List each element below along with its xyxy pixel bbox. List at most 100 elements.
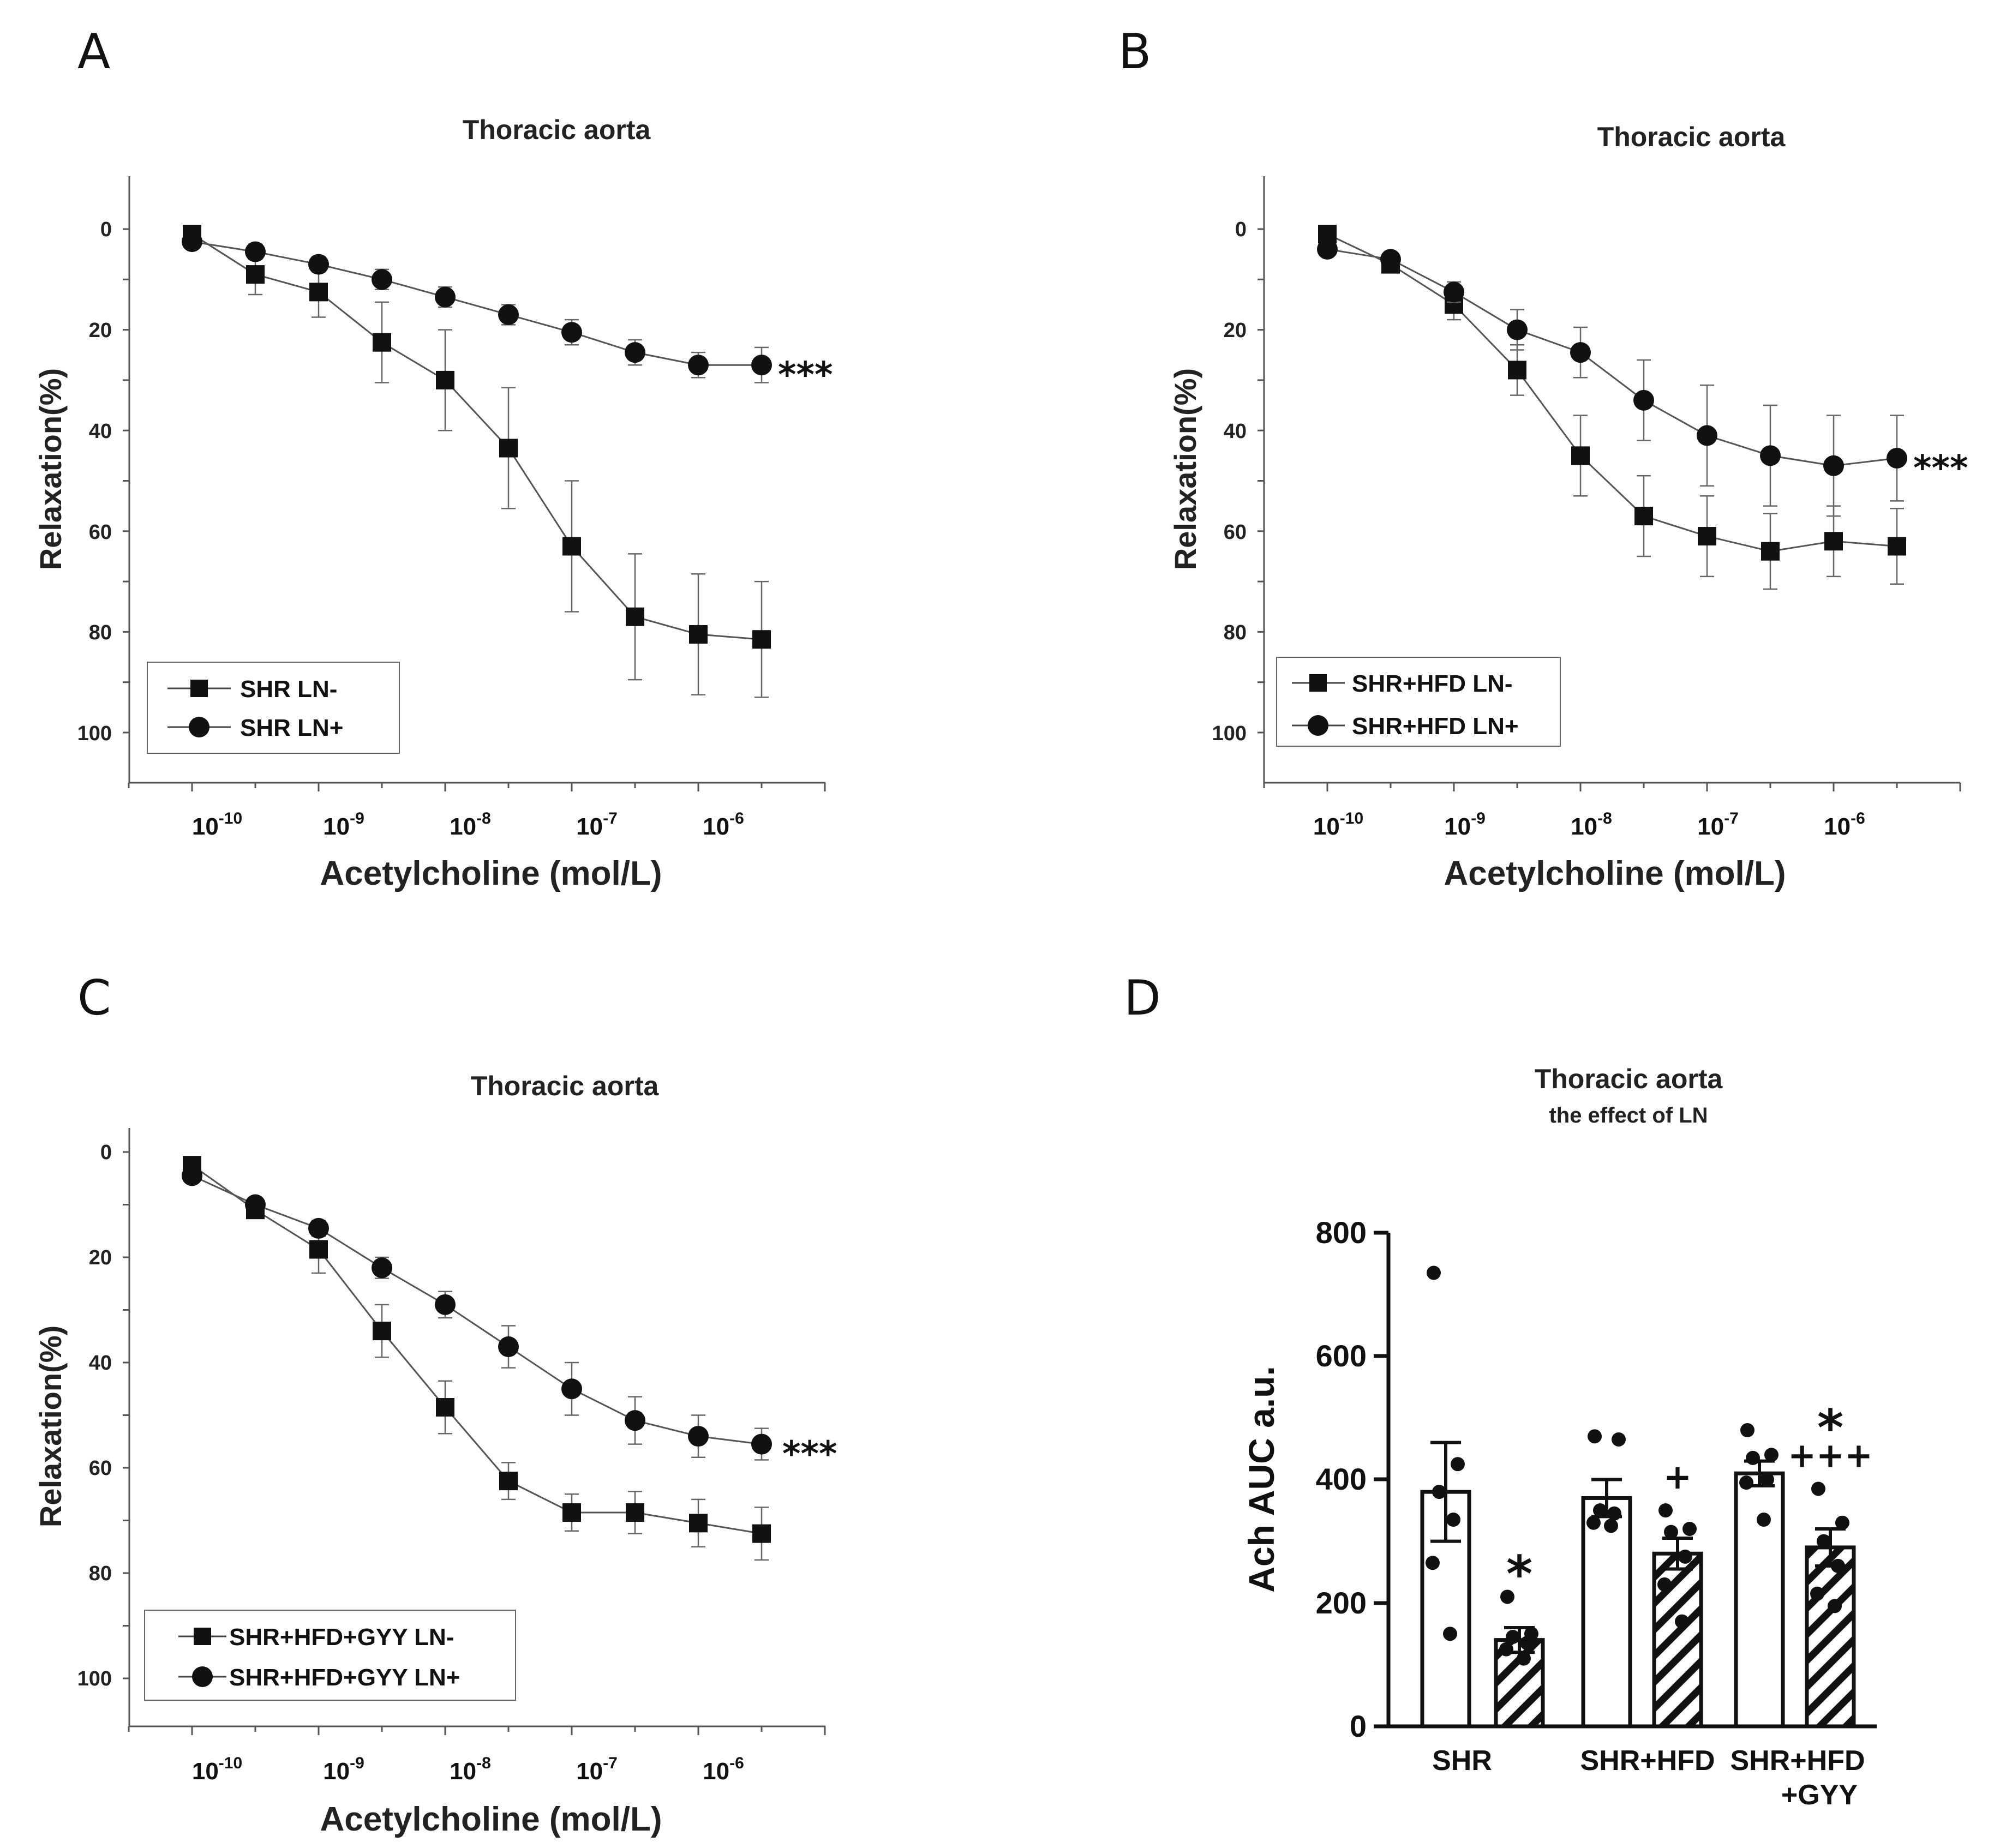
panel-a-legend-marker-square xyxy=(190,680,208,697)
panel-a-data-point-circle xyxy=(245,241,266,262)
panel-d-data-point xyxy=(1451,1457,1465,1472)
panel-c-data-point-square xyxy=(689,1514,708,1533)
panel-d-plot-area: *+*+++ xyxy=(1420,1265,1873,1729)
panel-c-chart: Thoracic aorta 0 20 40 60 80 100 10-10 1… xyxy=(33,1071,837,1838)
panel-a-data-point-square xyxy=(562,537,581,556)
panel-c-xtick: 10-10 xyxy=(192,1754,242,1785)
panel-b-legend: SHR+HFD LN- SHR+HFD LN+ xyxy=(1276,657,1561,747)
panel-a-data-point-square xyxy=(436,370,454,389)
panel-d-data-point xyxy=(1810,1586,1824,1601)
panel-b-data-point-circle xyxy=(1380,249,1401,270)
panel-b-y-ticks: 0 20 40 60 80 100 xyxy=(1212,218,1247,745)
panel-b-legend-marker-circle xyxy=(1308,715,1328,736)
panel-b-data-point-square xyxy=(1634,507,1653,526)
panel-d-chart: Thoracic aorta the effect of LN 0 200 40… xyxy=(1241,1064,1877,1811)
panel-d-subtitle: the effect of LN xyxy=(1549,1103,1708,1127)
panel-b-ytick: 100 xyxy=(1212,722,1247,745)
panel-c-data-point-square xyxy=(752,1524,771,1543)
panel-b-xtick: 10-10 xyxy=(1313,809,1363,840)
panel-a-legend-label: SHR LN- xyxy=(240,676,337,703)
panel-d-data-point xyxy=(1831,1558,1845,1573)
panel-a-ytick: 60 xyxy=(89,521,112,544)
panel-d-data-point xyxy=(1811,1481,1825,1496)
panel-a-ytick: 80 xyxy=(89,621,112,644)
panel-c-data-point-circle xyxy=(688,1426,709,1447)
panel-a-xtick: 10-6 xyxy=(703,809,744,840)
panel-c-data-point-circle xyxy=(245,1194,266,1215)
panel-b-x-axis-label: Acetylcholine (mol/L) xyxy=(1444,855,1786,892)
panel-a-legend: SHR LN- SHR LN+ xyxy=(147,662,400,754)
panel-c-xtick: 10-8 xyxy=(450,1754,491,1785)
panel-d-data-point xyxy=(1678,1549,1692,1564)
panel-d-group-label: SHR xyxy=(1432,1745,1492,1777)
panel-d-data-point xyxy=(1500,1589,1514,1604)
panel-b-data-point-square xyxy=(1571,446,1590,465)
panel-d-data-point xyxy=(1586,1515,1601,1530)
panel-c-data-point-circle xyxy=(561,1378,582,1400)
panel-c-legend-marker-square xyxy=(194,1628,211,1645)
panel-b-data-point-circle xyxy=(1317,238,1338,260)
panel-d-data-point xyxy=(1593,1503,1607,1518)
panel-a-plot-area xyxy=(123,225,826,791)
panel-d-data-point xyxy=(1658,1503,1673,1518)
panel-d-data-point xyxy=(1817,1534,1831,1549)
panel-c-data-point-square xyxy=(436,1398,454,1417)
panel-b-legend-marker-square xyxy=(1309,674,1327,692)
panel-a-data-point-circle xyxy=(372,269,392,290)
panel-c-significance: *** xyxy=(782,1435,837,1475)
panel-a-data-point-circle xyxy=(561,322,582,343)
panel-d-data-point xyxy=(1664,1525,1678,1539)
panel-a-xtick: 10-9 xyxy=(323,809,364,840)
panel-d-data-point xyxy=(1746,1450,1760,1465)
panel-a-data-point-circle xyxy=(751,355,772,376)
panel-a-series-2-line xyxy=(191,241,762,366)
panel-c-data-point-circle xyxy=(435,1294,456,1315)
panel-a-data-point-square xyxy=(752,630,771,649)
panel-a-significance: *** xyxy=(778,355,833,395)
panel-c-plot-area xyxy=(123,1151,826,1735)
panel-c-data-point-square xyxy=(309,1240,328,1259)
panel-d-data-point xyxy=(1427,1265,1441,1280)
panel-b-significance: *** xyxy=(1913,448,1968,489)
panel-a-legend-marker-circle xyxy=(189,717,209,737)
panel-b-data-point-circle xyxy=(1887,447,1907,469)
panel-a-data-point-circle xyxy=(688,355,709,376)
panel-c-xtick: 10-9 xyxy=(323,1754,364,1785)
panel-d-data-point xyxy=(1588,1429,1602,1444)
panel-d-annotation: * xyxy=(1506,1545,1532,1603)
panel-d-ytick: 600 xyxy=(1316,1339,1367,1373)
panel-c-x-ticks: 10-10 10-9 10-8 10-7 10-6 xyxy=(192,1754,744,1785)
panel-a-data-point-square xyxy=(626,607,644,626)
panel-a-x-axis-label: Acetylcholine (mol/L) xyxy=(320,855,662,892)
panel-c-ytick: 60 xyxy=(89,1457,112,1480)
panel-d-data-point xyxy=(1443,1627,1457,1641)
panel-d-data-point xyxy=(1446,1513,1460,1527)
panel-a-y-ticks: 0 20 40 60 80 100 xyxy=(77,218,112,745)
panel-a-title: Thoracic aorta xyxy=(463,115,651,145)
panel-c-data-point-circle xyxy=(625,1410,645,1431)
panel-c-xtick: 10-6 xyxy=(703,1754,744,1785)
panel-c-ytick: 80 xyxy=(89,1562,112,1585)
panel-c-data-point-circle xyxy=(751,1433,772,1455)
panel-a-data-point-square xyxy=(309,283,328,302)
panel-d-ytick: 200 xyxy=(1316,1586,1367,1620)
panel-b-ytick: 40 xyxy=(1224,420,1247,443)
panel-b-data-point-circle xyxy=(1444,281,1464,303)
panel-d-data-point xyxy=(1739,1475,1753,1490)
panel-c-series-1-line xyxy=(191,1164,762,1535)
panel-b-data-point-square xyxy=(1698,527,1716,546)
panel-d-bar-ln-plus xyxy=(1805,1545,1856,1729)
panel-d-data-point xyxy=(1828,1599,1842,1613)
panel-b-title: Thoracic aorta xyxy=(1597,122,1786,152)
panel-c-data-point-circle xyxy=(308,1217,329,1239)
panel-d-group-label: +GYY xyxy=(1781,1779,1858,1811)
panel-c-x-axis-label: Acetylcholine (mol/L) xyxy=(320,1801,662,1838)
panel-d-data-point xyxy=(1682,1522,1697,1536)
panel-d-data-point xyxy=(1764,1448,1779,1462)
panel-d-ytick: 400 xyxy=(1316,1462,1367,1496)
panel-b-ytick: 60 xyxy=(1224,521,1247,544)
panel-c-data-point-square xyxy=(373,1322,391,1341)
panel-d-data-point xyxy=(1506,1629,1520,1644)
panel-a-data-point-circle xyxy=(498,304,519,325)
